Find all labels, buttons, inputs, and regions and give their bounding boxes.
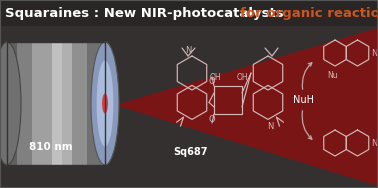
FancyArrowPatch shape <box>302 111 312 139</box>
Text: O: O <box>209 77 215 86</box>
Text: N: N <box>185 46 191 55</box>
Ellipse shape <box>0 42 21 165</box>
FancyArrowPatch shape <box>302 63 312 89</box>
Bar <box>72 42 87 165</box>
Bar <box>0 0 378 26</box>
Text: NuH: NuH <box>293 95 313 105</box>
Text: OH: OH <box>236 73 248 82</box>
Text: O: O <box>209 115 215 124</box>
Bar <box>87 42 105 165</box>
Text: for organic reactions: for organic reactions <box>240 7 378 20</box>
Bar <box>7 42 17 165</box>
Ellipse shape <box>91 42 119 165</box>
Text: Squaraines : New NIR-photocatalysts: Squaraines : New NIR-photocatalysts <box>5 7 288 20</box>
Text: 810 nm: 810 nm <box>29 142 73 152</box>
Text: Sq687: Sq687 <box>173 147 207 157</box>
Bar <box>52 42 62 165</box>
Text: N: N <box>372 49 378 58</box>
Text: N: N <box>267 122 273 131</box>
Text: N: N <box>372 139 378 148</box>
Bar <box>62 42 72 165</box>
Text: Nu: Nu <box>328 71 338 80</box>
Bar <box>32 42 52 165</box>
Ellipse shape <box>97 61 113 147</box>
Text: OH: OH <box>210 73 222 82</box>
Ellipse shape <box>102 93 108 114</box>
Bar <box>17 42 32 165</box>
Polygon shape <box>115 28 378 186</box>
Bar <box>7 42 105 165</box>
